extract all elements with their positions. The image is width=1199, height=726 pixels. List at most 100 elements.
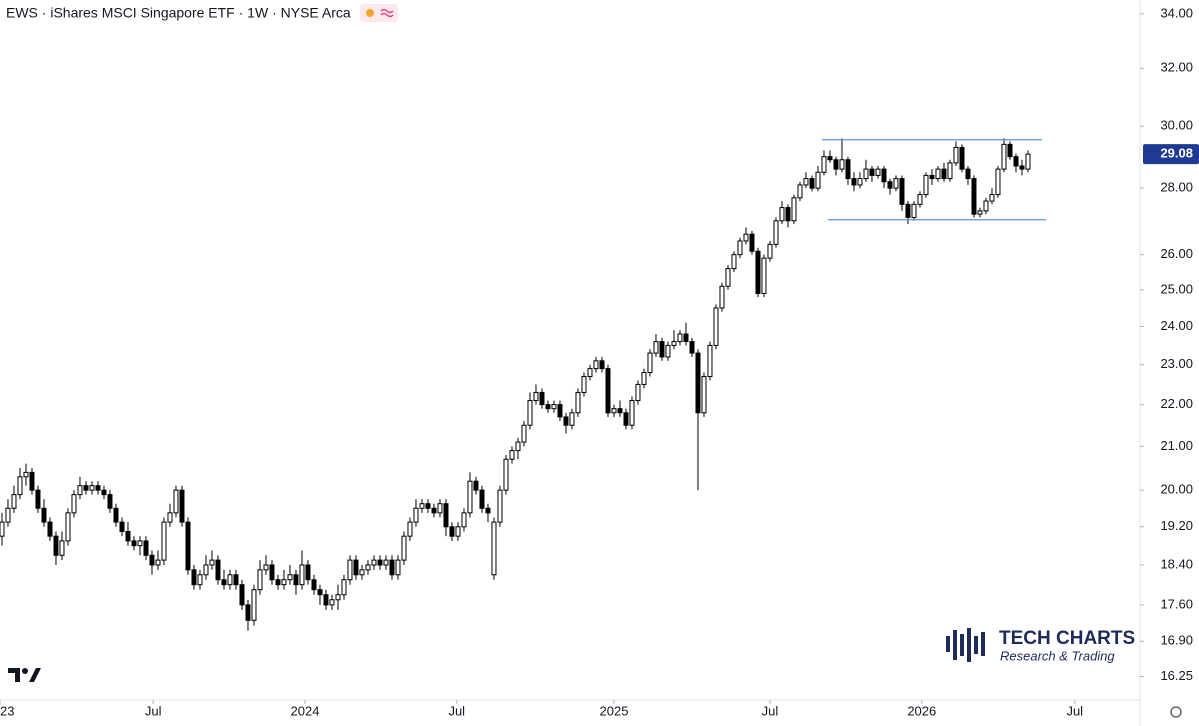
- candle-body: [497, 489, 503, 523]
- y-tick-label: 34.00: [1160, 5, 1193, 20]
- candle-body: [305, 564, 311, 581]
- candle-body: [359, 569, 365, 576]
- candle-body: [425, 503, 431, 509]
- candle-body: [917, 194, 923, 205]
- candle-body: [107, 494, 113, 509]
- candle-body: [371, 559, 377, 566]
- candle-body: [1001, 143, 1007, 170]
- candle-body: [83, 485, 89, 491]
- status-icon: [380, 8, 394, 18]
- candle-body: [659, 341, 665, 358]
- candle-body: [71, 494, 77, 514]
- candle-body: [647, 352, 653, 374]
- y-tick-label: 17.60: [1160, 596, 1193, 611]
- candle-body: [839, 159, 845, 170]
- candle-body: [533, 391, 539, 402]
- candle-body: [911, 203, 917, 218]
- candle-body: [317, 589, 323, 596]
- candle-body: [653, 341, 659, 354]
- tv-logo: [8, 668, 41, 682]
- candle-body: [665, 344, 671, 358]
- candle-body: [593, 360, 599, 370]
- candle-body: [713, 307, 719, 346]
- candle-body: [263, 564, 269, 571]
- candle-body: [461, 512, 467, 528]
- candle-body: [557, 404, 563, 418]
- candle-body: [251, 589, 257, 621]
- candle-body: [23, 471, 29, 478]
- candle-body: [455, 526, 461, 537]
- candle-body: [755, 250, 761, 294]
- candle-body: [785, 207, 791, 222]
- candle-body: [395, 559, 401, 576]
- candle-body: [113, 507, 119, 523]
- candle-body: [959, 146, 965, 170]
- candle-body: [299, 564, 305, 586]
- candle-body: [767, 243, 773, 259]
- candle-body: [869, 168, 875, 176]
- candle-body: [779, 207, 785, 222]
- candle-body: [167, 512, 173, 523]
- candle-body: [383, 559, 389, 566]
- candle-body: [143, 540, 149, 556]
- candle-body: [623, 412, 629, 426]
- brand-tagline: Research & Trading: [1000, 648, 1115, 663]
- candle-body: [155, 559, 161, 566]
- brand-logo: [946, 628, 985, 662]
- candle-body: [287, 574, 293, 581]
- candle-body: [191, 569, 197, 586]
- candle-body: [215, 559, 221, 581]
- y-tick-label: 18.40: [1160, 556, 1193, 571]
- candle-body: [335, 594, 341, 601]
- candle-body: [809, 178, 815, 189]
- candle-body: [443, 503, 449, 528]
- candle-body: [875, 168, 881, 176]
- candle-body: [431, 507, 437, 514]
- candle-body: [53, 535, 59, 556]
- candle-body: [815, 171, 821, 189]
- candle-body: [521, 424, 527, 443]
- candle-body: [971, 178, 977, 215]
- candle-body: [821, 156, 827, 173]
- candle-body: [59, 540, 65, 556]
- candle-body: [293, 574, 299, 586]
- candle-body: [239, 584, 245, 606]
- candle-body: [731, 254, 737, 270]
- y-tick-label: 25.00: [1160, 281, 1193, 296]
- x-tick-label: Jul: [1066, 703, 1083, 718]
- candle-body: [743, 233, 749, 242]
- y-tick-label: 19.20: [1160, 518, 1193, 533]
- x-tick-label: 2025: [600, 703, 629, 718]
- candle-body: [515, 441, 521, 452]
- candle-body: [1019, 165, 1025, 170]
- candle-body: [851, 178, 857, 186]
- candle-body: [227, 574, 233, 586]
- candle-body: [485, 507, 491, 514]
- candle-body: [311, 579, 317, 591]
- y-tick-label: 30.00: [1160, 118, 1193, 133]
- last-price-label: 29.08: [1160, 146, 1193, 161]
- candle-body: [527, 400, 533, 426]
- candle-body: [407, 521, 413, 537]
- last-price-box: [1143, 144, 1199, 165]
- candle-body: [467, 480, 473, 514]
- candle-body: [479, 489, 485, 509]
- candle-body: [935, 168, 941, 180]
- candle-body: [977, 210, 983, 215]
- candle-body: [323, 594, 329, 606]
- settings-icon[interactable]: [1170, 706, 1182, 718]
- candle-body: [77, 485, 83, 496]
- candle-body: [569, 412, 575, 426]
- x-tick-label: 2023: [0, 703, 14, 718]
- candle-body: [131, 540, 137, 547]
- candle-body: [953, 146, 959, 164]
- candle-body: [575, 391, 581, 414]
- candle-body: [605, 368, 611, 414]
- candle-body: [377, 559, 383, 566]
- candle-body: [29, 471, 35, 491]
- candle-body: [563, 416, 569, 426]
- candle-body: [689, 341, 695, 354]
- candle-body: [737, 240, 743, 256]
- candle-body: [125, 530, 131, 542]
